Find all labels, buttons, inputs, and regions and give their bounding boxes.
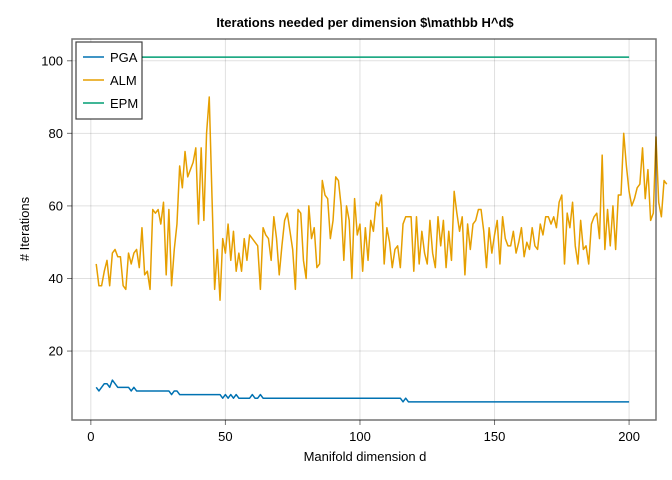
x-tick-label: 200 bbox=[618, 429, 640, 444]
y-axis-label: # Iterations bbox=[17, 196, 32, 261]
x-axis: 0 50 100 150 200 bbox=[87, 420, 640, 444]
y-axis: 20 40 60 80 100 bbox=[41, 53, 72, 359]
x-tick-label: 100 bbox=[349, 429, 371, 444]
y-tick-label: 20 bbox=[49, 344, 63, 359]
x-tick-label: 50 bbox=[218, 429, 232, 444]
plot-frame bbox=[71, 38, 657, 421]
series-line-alm bbox=[95, 96, 668, 302]
chart-title: Iterations needed per dimension $\mathbb… bbox=[216, 15, 514, 30]
series-group bbox=[95, 56, 668, 403]
x-tick-label: 0 bbox=[87, 429, 94, 444]
series-line-pga bbox=[95, 379, 630, 403]
y-tick-label: 100 bbox=[41, 53, 63, 68]
x-axis-label: Manifold dimension d bbox=[304, 449, 427, 464]
legend: PGA ALM EPM bbox=[75, 41, 143, 120]
x-tick-label: 150 bbox=[484, 429, 506, 444]
legend-label-epm: EPM bbox=[110, 96, 138, 111]
plot-area bbox=[72, 39, 656, 420]
legend-label-pga: PGA bbox=[110, 50, 138, 65]
grid bbox=[72, 39, 656, 420]
legend-label-alm: ALM bbox=[110, 73, 137, 88]
y-tick-label: 60 bbox=[49, 198, 63, 213]
y-tick-label: 80 bbox=[49, 126, 63, 141]
y-tick-label: 40 bbox=[49, 271, 63, 286]
